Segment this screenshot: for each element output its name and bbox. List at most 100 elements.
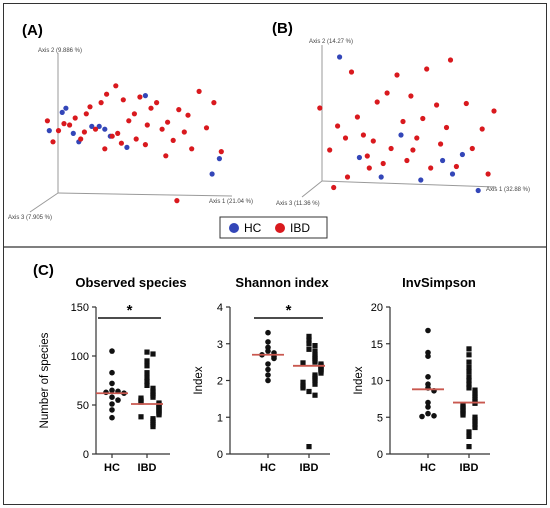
panel-label-b: (B): [272, 20, 293, 37]
pcoa-a-point-ibd-16: [131, 111, 137, 117]
shannon-index-point-hc-0: [265, 329, 271, 336]
shannon-index-point-ibd-0: [306, 333, 312, 339]
pcoa-a-point-ibd-8: [87, 104, 93, 110]
shannon-index-point-ibd-1: [306, 337, 312, 343]
observed-species-point-ibd-35: [150, 424, 156, 430]
pcoa-b-point-ibd-23: [438, 141, 444, 147]
shannon-index-ylabel: Index: [193, 366, 205, 394]
pcoa-b-point-ibd-3: [335, 123, 341, 129]
pcoa-b-point-ibd-32: [366, 165, 372, 171]
invsimpson-ytick-label-3: 15: [371, 339, 383, 351]
shannon-index-category-label-hc: HC: [260, 462, 276, 474]
shannon-index-point-ibd-21: [318, 370, 324, 376]
shannon-index-ytick-label-4: 4: [217, 302, 223, 314]
shannon-index-point-hc-11: [265, 377, 271, 384]
pcoa-b-point-ibd-21: [428, 165, 434, 171]
shannon-index-point-ibd-10: [312, 359, 318, 365]
pcoa-a-point-ibd-3: [61, 121, 67, 127]
pcoa-b-point-ibd-5: [348, 69, 355, 75]
pcoa-a-point-ibd-11: [104, 91, 110, 97]
invsimpson-point-hc-11: [419, 413, 425, 420]
pcoa-a-point-ibd-9: [92, 126, 99, 132]
shannon-index-point-ibd-3: [312, 343, 318, 349]
invsimpson-point-ibd-1: [466, 352, 472, 358]
shannon-index-point-ibd-4: [306, 346, 312, 352]
invsimpson-ytick-label-0: 0: [377, 449, 383, 461]
pcoa-a-point-ibd-21: [159, 126, 165, 132]
pcoa-a-point-ibd-38: [144, 122, 150, 128]
pcoa-b-point-ibd-10: [374, 99, 380, 105]
pcoa-b-point-ibd-13: [388, 145, 394, 152]
pcoa-a-axis3-title: Axis 3 (7.905 %): [8, 215, 52, 221]
observed-species-point-ibd-16: [138, 399, 144, 405]
observed-species-point-ibd-5: [144, 375, 150, 381]
pcoa-b-point-hc-5: [440, 157, 446, 164]
pcoa-b-point-ibd-24: [443, 124, 450, 131]
invsimpson-point-ibd-8: [466, 385, 472, 391]
invsimpson-point-ibd-6: [466, 377, 472, 384]
pcoa-a-point-hc-9: [124, 144, 130, 150]
pcoa-a-point-ibd-15: [126, 118, 132, 124]
invsimpson-ylabel: Index: [353, 366, 365, 394]
pcoa-b-point-ibd-20: [424, 66, 430, 72]
pcoa-a-point-hc-5: [89, 123, 95, 129]
pcoa-a-point-ibd-2: [55, 128, 62, 134]
observed-species-point-ibd-2: [144, 358, 150, 364]
pcoa-b-point-ibd-4: [342, 135, 349, 141]
pcoa-b-point-ibd-1: [327, 147, 333, 153]
shannon-index-point-hc-10: [265, 372, 271, 378]
observed-species-point-ibd-1: [150, 351, 156, 357]
observed-species-ytick-label-0: 0: [83, 449, 89, 461]
shannon-index-category-label-ibd: IBD: [300, 462, 319, 474]
pcoa-a-point-ibd-30: [218, 149, 224, 155]
shannon-index-point-ibd-25: [312, 377, 318, 384]
pcoa-a-point-ibd-0: [44, 118, 51, 124]
pcoa-b-point-ibd-22: [434, 102, 440, 108]
shannon-index-point-ibd-26: [300, 379, 306, 385]
shannon-index-plot: Shannon index 0 1 2 3 4 Index HC IBD *: [193, 275, 330, 474]
invsimpson-point-hc-3: [425, 374, 431, 380]
pcoa-a-point-ibd-18: [142, 142, 148, 148]
invsimpson-point-ibd-28: [472, 424, 478, 431]
pcoa-a-axis2-title: Axis 2 (9.886 %): [38, 48, 82, 54]
invsimpson-ytick-label-4: 20: [371, 302, 383, 314]
observed-species-point-hc-10: [109, 407, 115, 413]
observed-species-point-hc-2: [109, 380, 115, 387]
pcoa-a-point-ibd-17: [137, 94, 143, 100]
invsimpson-point-ibd-31: [466, 444, 472, 450]
pcoa-a-point-hc-1: [59, 109, 65, 115]
invsimpson-point-ibd-0: [466, 346, 472, 352]
pcoa-a-point-ibd-39: [174, 198, 180, 204]
pcoa-a-point-ibd-25: [181, 129, 187, 135]
observed-species-point-ibd-8: [150, 385, 156, 391]
pcoa-a-point-ibd-23: [170, 137, 176, 143]
invsimpson-title: InvSimpson: [402, 275, 476, 290]
pcoa-b-point-ibd-28: [469, 145, 475, 152]
pcoa-b-axis2-title: Axis 2 (14.27 %): [309, 39, 353, 45]
invsimpson-point-ibd-4: [466, 369, 472, 375]
invsimpson-point-ibd-26: [472, 419, 478, 425]
legend-swatch-ibd: [275, 223, 285, 233]
pcoa-b-point-ibd-2: [331, 184, 337, 191]
shannon-index-ytick-label-1: 1: [217, 412, 223, 424]
observed-species-point-hc-8: [115, 397, 121, 403]
observed-species-point-hc-7: [109, 394, 115, 401]
invsimpson-point-ibd-3: [466, 364, 472, 370]
shannon-index-ytick-label-2: 2: [217, 376, 223, 388]
pcoa-b-axis1-line: [321, 180, 497, 188]
shannon-index-ytick-label-3: 3: [217, 339, 223, 351]
shannon-index-point-ibd-31: [312, 392, 318, 398]
pcoa-a-point-ibd-31: [81, 129, 87, 135]
observed-species-point-ibd-4: [144, 370, 150, 376]
pcoa-a-point-ibd-13: [115, 130, 121, 136]
figure-frame: [3, 3, 547, 505]
observed-species-point-ibd-6: [144, 378, 150, 385]
pcoa-b-point-ibd-11: [380, 160, 386, 167]
shannon-index-point-hc-9: [265, 366, 271, 373]
invsimpson-point-ibd-27: [472, 422, 478, 428]
pcoa-b-point-ibd-17: [408, 93, 414, 99]
pcoa-b-point-ibd-16: [404, 157, 410, 164]
legend-label-hc: HC: [244, 221, 262, 235]
pcoa-b-point-ibd-15: [400, 118, 406, 125]
observed-species-point-ibd-12: [150, 394, 156, 400]
